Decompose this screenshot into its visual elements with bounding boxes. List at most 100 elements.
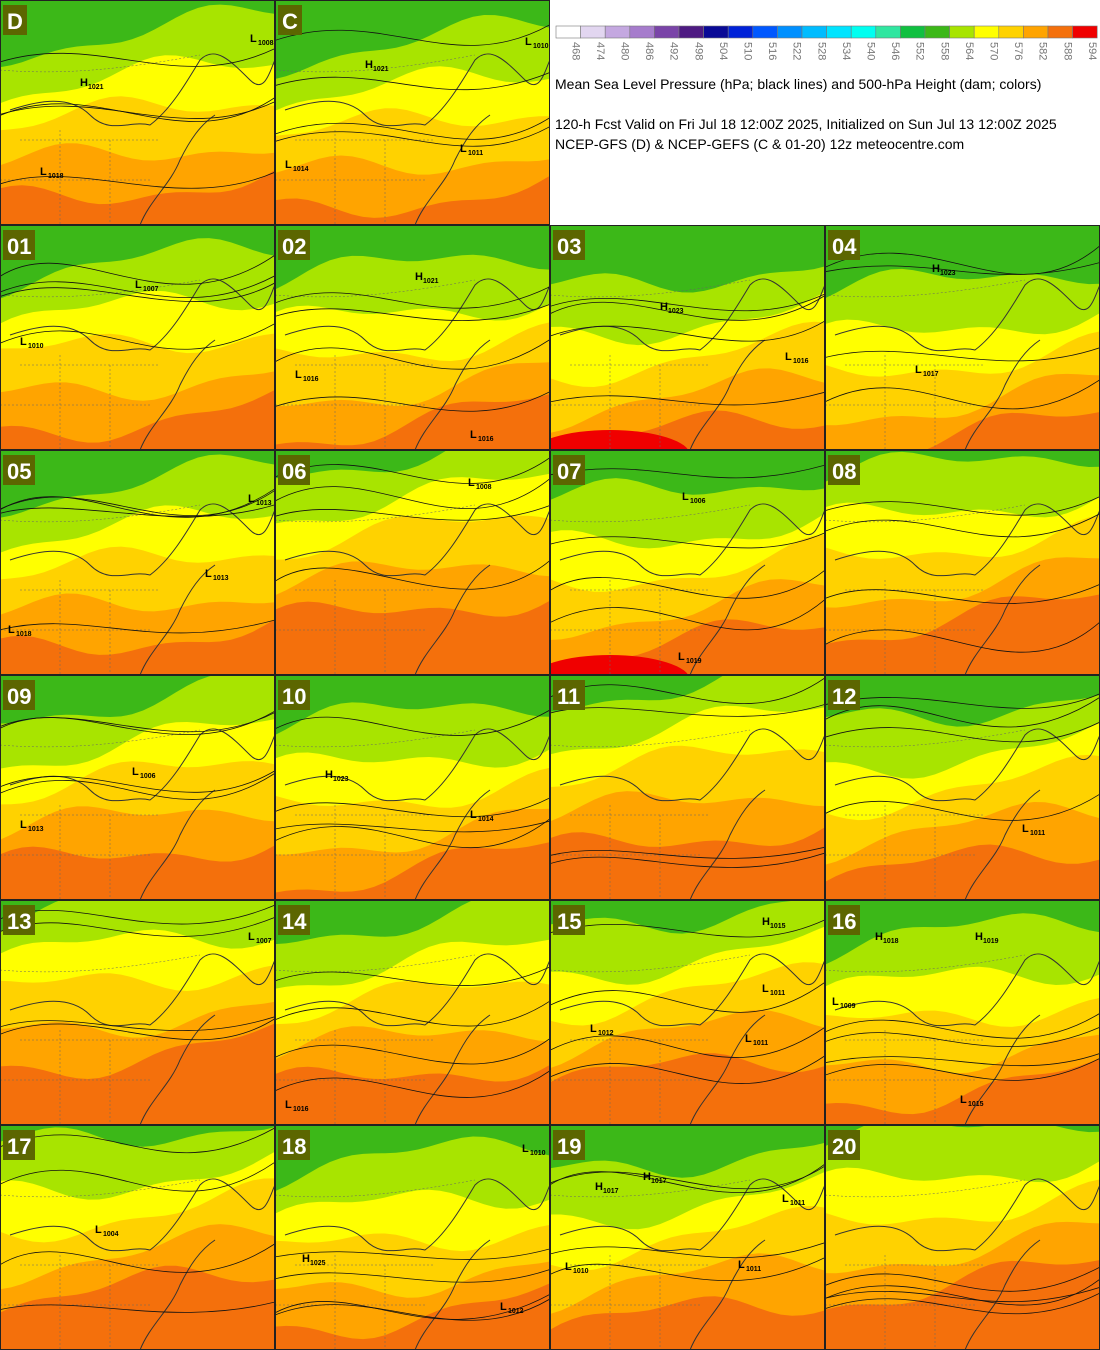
- coastline: [834, 1178, 1100, 1350]
- band: [275, 394, 550, 450]
- pressure-center-type: H: [975, 931, 983, 943]
- legend-label: 504: [717, 42, 729, 60]
- isobar: [550, 569, 825, 599]
- panel-label-box: [828, 680, 860, 710]
- isobar: [275, 818, 550, 849]
- legend-swatch: [727, 25, 754, 39]
- isobar: [275, 303, 550, 321]
- pressure-center-value: 1019: [686, 658, 702, 665]
- isobar: [825, 621, 1100, 653]
- coastline: [559, 1178, 825, 1350]
- legend-swatch: [604, 25, 631, 39]
- legend-swatch: [654, 25, 680, 39]
- pressure-center-type: H: [415, 271, 423, 283]
- panel-label: 06: [282, 459, 306, 484]
- coastline: [559, 953, 825, 1125]
- border: [825, 1179, 1026, 1350]
- legend-swatch: [678, 25, 704, 39]
- isobar: [0, 1127, 275, 1154]
- band: [825, 844, 1100, 900]
- isobar: [550, 1242, 825, 1259]
- pressure-center-type: L: [20, 336, 27, 348]
- pressure-center-value: 1021: [88, 84, 104, 91]
- pressure-center-type: L: [500, 1301, 507, 1313]
- isobar: [550, 1026, 825, 1058]
- pressure-center-type: L: [525, 36, 532, 48]
- legend-label: 510: [742, 42, 754, 60]
- pressure-center-type: L: [40, 166, 47, 178]
- pressure-center-type: L: [20, 819, 27, 831]
- panel-label: 09: [7, 684, 31, 709]
- isobar: [550, 919, 825, 938]
- pressure-center-type: L: [470, 429, 477, 441]
- isobar: [550, 320, 825, 342]
- pressure-center-value: 1025: [310, 1260, 326, 1267]
- legend-label: 582: [1037, 42, 1049, 60]
- pressure-center-type: L: [590, 1023, 597, 1035]
- map-content: H 1023 L 1016: [550, 225, 825, 450]
- pressure-center-value: 1011: [770, 990, 785, 997]
- legend-label: 528: [815, 42, 827, 60]
- isobar: [0, 1016, 275, 1031]
- isobar: [275, 477, 550, 509]
- border: [275, 504, 476, 675]
- isobar: [275, 71, 550, 91]
- legend-swatch: [555, 25, 581, 39]
- band: [0, 619, 275, 675]
- isobar: [0, 322, 275, 350]
- pressure-center-type: L: [1022, 823, 1029, 835]
- isobar: [825, 1052, 1100, 1067]
- map-panel: 20: [825, 1125, 1100, 1350]
- band: [0, 1265, 275, 1350]
- border: [550, 504, 751, 675]
- border: [0, 729, 201, 900]
- isobar: [550, 846, 825, 859]
- isobar: [275, 797, 550, 818]
- isobar: [550, 294, 825, 321]
- legend-label: 564: [963, 42, 975, 60]
- coastline: [559, 503, 825, 675]
- legend-label: 570: [988, 42, 1000, 60]
- pressure-center-value: 1007: [143, 286, 159, 293]
- pressure-center-type: L: [285, 159, 292, 171]
- panel-border: [550, 675, 825, 900]
- pressure-center-value: 1011: [1030, 830, 1045, 837]
- isobar: [825, 261, 1100, 275]
- legend-swatch: [703, 25, 729, 39]
- coastline: [834, 278, 1100, 450]
- isobar: [550, 981, 825, 1013]
- legend-label: 522: [791, 42, 803, 60]
- isobar: [825, 1278, 1100, 1306]
- band: [825, 594, 1100, 675]
- isobar: [275, 504, 550, 521]
- border: [0, 504, 201, 675]
- map-panel: H 1023 L 1014 10: [275, 675, 550, 900]
- isobar: [825, 512, 1100, 538]
- pressure-center-type: L: [678, 651, 685, 663]
- pressure-center-value: 1021: [373, 66, 389, 73]
- isobar: [275, 125, 550, 147]
- legend-swatch: [826, 25, 852, 39]
- legend-swatch: [801, 25, 827, 39]
- panel-label-box: [278, 455, 310, 485]
- legend-swatch: [850, 25, 877, 39]
- isobar: [825, 1057, 1100, 1081]
- panel-border: [275, 0, 550, 225]
- border: [0, 279, 201, 450]
- border: [0, 1179, 201, 1350]
- legend-label: 540: [865, 42, 877, 60]
- legend-label: 474: [594, 42, 606, 60]
- isobar: [0, 1017, 275, 1041]
- pressure-center-value: 1012: [508, 1308, 524, 1315]
- isobar: [825, 244, 1100, 275]
